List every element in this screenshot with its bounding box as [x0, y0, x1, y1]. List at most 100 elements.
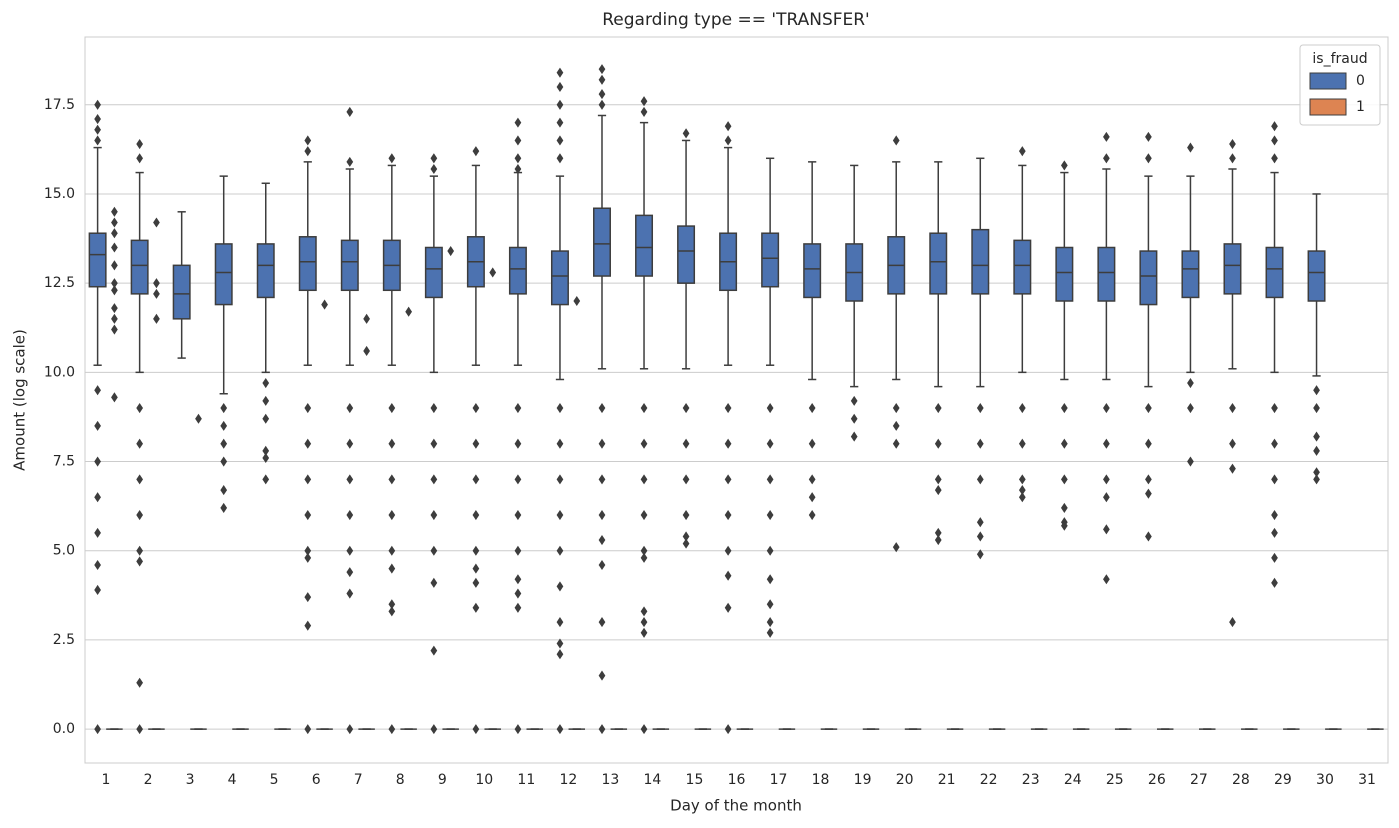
outlier [262, 413, 270, 424]
outlier [346, 724, 354, 735]
outlier [1313, 402, 1320, 414]
legend-swatch [1309, 98, 1347, 116]
outlier [766, 545, 774, 556]
outlier [556, 545, 564, 556]
outlier [111, 278, 118, 289]
outlier [346, 510, 354, 521]
y-tick-label: 2.5 [53, 632, 75, 648]
outlier [1187, 456, 1194, 467]
outlier [724, 121, 732, 132]
outlier [724, 570, 732, 581]
outlier [808, 438, 816, 449]
outlier [682, 402, 690, 414]
x-tick-label: 27 [1190, 772, 1208, 788]
outlier [1271, 438, 1278, 449]
outlier [514, 135, 522, 146]
outlier [724, 510, 732, 521]
outlier [94, 124, 101, 135]
outlier [346, 106, 354, 117]
outlier [94, 527, 101, 538]
outlier [220, 456, 228, 467]
y-axis-label: Amount (log scale) [11, 329, 29, 471]
outlier [136, 545, 144, 556]
outlier [195, 413, 202, 424]
outlier [472, 474, 480, 485]
outlier [598, 617, 606, 628]
x-tick-label: 4 [228, 772, 237, 788]
outlier [640, 617, 648, 628]
outlier [304, 552, 312, 563]
outlier [94, 99, 101, 110]
outlier [514, 117, 522, 128]
outlier [556, 81, 564, 92]
outlier [1018, 492, 1026, 503]
outlier [1313, 445, 1320, 456]
outlier [1103, 131, 1110, 142]
outlier [766, 474, 774, 485]
outlier [808, 402, 816, 414]
outlier [934, 438, 942, 449]
outlier [934, 474, 942, 485]
x-tick-label: 28 [1232, 772, 1250, 788]
outlier [1313, 431, 1320, 442]
outlier [430, 474, 438, 485]
outlier [430, 153, 438, 164]
box [971, 228, 990, 295]
outlier [514, 510, 522, 521]
outlier [976, 474, 984, 485]
box [550, 250, 569, 306]
outlier [430, 438, 438, 449]
outlier [388, 153, 396, 164]
x-tick-label: 13 [601, 772, 619, 788]
outlier [556, 510, 564, 521]
outlier [1018, 146, 1026, 157]
outlier [489, 267, 497, 278]
box [761, 232, 780, 288]
outlier [808, 474, 816, 485]
x-axis-label: Day of the month [670, 797, 802, 815]
outlier [388, 402, 396, 414]
legend-title: is_fraud [1312, 51, 1367, 67]
outlier [388, 438, 396, 449]
outlier [598, 510, 606, 521]
outlier [556, 67, 564, 78]
outlier [640, 96, 648, 107]
outlier [153, 288, 160, 299]
outlier [1103, 402, 1110, 414]
outlier [1271, 402, 1278, 414]
outlier [111, 242, 118, 253]
outlier [850, 413, 858, 424]
box [1181, 250, 1200, 299]
outlier [94, 559, 101, 571]
outlier [640, 627, 648, 638]
outlier [430, 163, 438, 175]
outlier [388, 545, 396, 556]
box [1139, 250, 1158, 306]
outlier [1018, 485, 1026, 496]
x-tick-label: 26 [1148, 772, 1166, 788]
x-tick-label: 3 [186, 772, 195, 788]
outlier [363, 345, 370, 356]
outlier [556, 617, 564, 628]
x-tick-label: 18 [812, 772, 830, 788]
outlier [850, 431, 858, 442]
outlier [640, 106, 648, 117]
outlier [640, 724, 648, 735]
outlier [1060, 402, 1068, 414]
outlier [1060, 520, 1068, 531]
outlier [111, 206, 118, 217]
outlier [598, 534, 606, 546]
outlier [514, 724, 522, 735]
legend: is_fraud 0 1 [1299, 44, 1381, 126]
box [130, 239, 149, 295]
outlier [514, 545, 522, 556]
outlier [598, 670, 606, 681]
y-tick-label: 15.0 [44, 186, 75, 202]
outlier [1145, 131, 1152, 142]
outlier [262, 395, 270, 406]
outlier [346, 588, 354, 599]
box [172, 264, 191, 320]
outlier [598, 89, 606, 100]
outlier [892, 438, 900, 449]
